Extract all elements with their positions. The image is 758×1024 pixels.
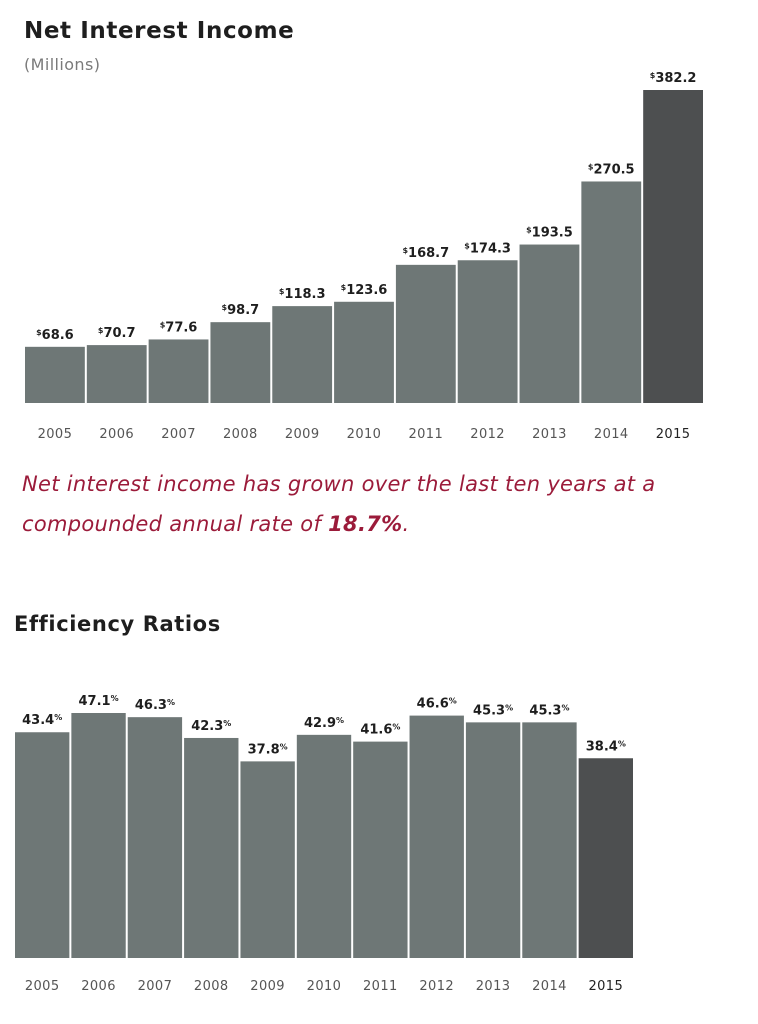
bar-value-label: 38.4% <box>586 739 626 754</box>
bar-2010 <box>296 734 352 958</box>
bar-2009 <box>240 761 295 958</box>
chart2-title: Efficiency Ratios <box>14 612 221 636</box>
x-tick-label: 2014 <box>594 427 629 442</box>
bar-value-label: 43.4% <box>22 713 62 728</box>
x-tick-label: 2006 <box>81 979 116 994</box>
bar-value-label: $382.2 <box>650 71 697 86</box>
bar-2015 <box>643 90 703 403</box>
bar-2008 <box>184 737 239 958</box>
growth-rate-value: 18.7% <box>328 512 403 536</box>
bar-2013 <box>519 244 580 403</box>
x-tick-label: 2005 <box>38 427 73 442</box>
bar-value-label: $68.6 <box>36 328 74 343</box>
bar-value-label: 46.6% <box>417 697 457 712</box>
x-tick-label: 2011 <box>363 979 398 994</box>
bar-2010 <box>334 301 394 403</box>
x-tick-label: 2014 <box>532 979 567 994</box>
bar-2009 <box>272 306 333 403</box>
bar-value-label: 45.3% <box>473 703 513 718</box>
bar-value-label: 46.3% <box>135 698 175 713</box>
bar-2014 <box>581 181 642 403</box>
bar-2012 <box>409 715 464 958</box>
bar-2015 <box>578 758 633 958</box>
x-tick-label: 2015 <box>656 427 691 442</box>
bar-2012 <box>457 260 518 403</box>
x-tick-label: 2011 <box>408 427 443 442</box>
bar-2008 <box>210 322 271 403</box>
bar-2007 <box>148 339 209 403</box>
bar-2007 <box>127 717 183 958</box>
bar-2006 <box>71 713 126 958</box>
x-tick-label: 2013 <box>476 979 511 994</box>
growth-note-text: Net interest income has grown over the l… <box>22 472 656 536</box>
x-tick-label: 2006 <box>99 427 134 442</box>
growth-note: Net interest income has grown over the l… <box>22 464 722 544</box>
bar-value-label: 41.6% <box>360 723 400 738</box>
bar-2011 <box>353 741 408 958</box>
bar-value-label: $193.5 <box>526 226 573 241</box>
x-tick-label: 2010 <box>347 427 382 442</box>
bar-value-label: 47.1% <box>78 694 118 709</box>
bar-2006 <box>86 345 147 403</box>
chart1-subtitle: (Millions) <box>24 55 101 74</box>
bar-value-label: $270.5 <box>588 162 635 177</box>
x-tick-label: 2007 <box>138 979 173 994</box>
x-tick-label: 2013 <box>532 427 567 442</box>
bar-value-label: $174.3 <box>464 241 511 256</box>
bar-value-label: 42.3% <box>191 719 231 734</box>
bar-2005 <box>15 732 70 958</box>
bar-value-label: 45.3% <box>529 703 569 718</box>
chart1-title: Net Interest Income <box>24 18 295 44</box>
x-tick-label: 2005 <box>25 979 60 994</box>
bar-value-label: $70.7 <box>98 326 136 341</box>
x-tick-label: 2010 <box>307 979 342 994</box>
bar-2005 <box>25 346 85 403</box>
bar-2013 <box>465 722 521 958</box>
x-tick-label: 2012 <box>419 979 454 994</box>
bar-value-label: 37.8% <box>248 742 288 757</box>
bar-value-label: $98.7 <box>222 303 260 318</box>
x-tick-label: 2009 <box>285 427 320 442</box>
bar-value-label: $77.6 <box>160 320 198 335</box>
growth-note-end: . <box>402 512 410 536</box>
bar-value-label: $118.3 <box>279 287 326 302</box>
bar-value-label: 42.9% <box>304 716 344 731</box>
net-interest-income-chart: $68.6 2005 $70.7 2006 $77.6 2007 $98.7 2008 $118… <box>25 71 703 442</box>
bar-2011 <box>395 264 456 403</box>
x-tick-label: 2012 <box>470 427 505 442</box>
x-tick-label: 2009 <box>250 979 285 994</box>
bar-value-label: $168.7 <box>402 246 449 261</box>
x-tick-label: 2007 <box>161 427 196 442</box>
x-tick-label: 2008 <box>194 979 229 994</box>
bar-value-label: $123.6 <box>341 283 388 298</box>
bar-2014 <box>522 722 577 958</box>
x-tick-label: 2008 <box>223 427 258 442</box>
x-tick-label: 2015 <box>588 979 623 994</box>
